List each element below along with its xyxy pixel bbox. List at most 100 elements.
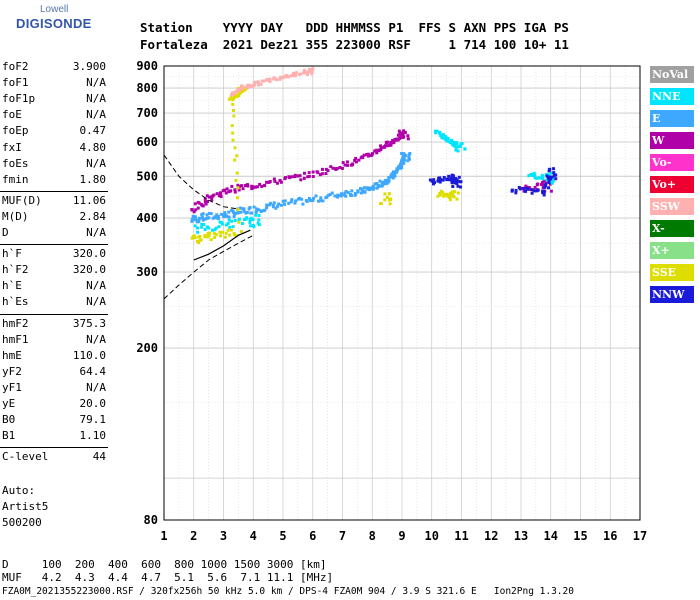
data-point [236, 196, 240, 200]
data-point [260, 184, 264, 188]
data-point [207, 234, 211, 238]
data-point [254, 185, 258, 189]
data-point [394, 170, 398, 174]
param-row: yE 20.0 [2, 397, 106, 411]
data-point [303, 171, 307, 175]
data-point [545, 174, 549, 178]
data-point [233, 146, 237, 150]
param-name: foEp [2, 124, 29, 138]
param-row: hmE 110.0 [2, 349, 106, 363]
data-point [346, 163, 350, 167]
data-point [307, 197, 311, 201]
data-point [240, 89, 244, 93]
param-row: yF1 N/A [2, 381, 106, 395]
param-value: N/A [86, 332, 106, 346]
param-value: 79.1 [79, 413, 107, 427]
y-tick-label: 700 [136, 106, 158, 120]
legend-item: NNE [650, 88, 694, 105]
data-point [363, 190, 367, 194]
data-point [236, 211, 240, 215]
autoscaler-version: 500200 [2, 516, 42, 529]
data-point [283, 202, 287, 206]
data-point [242, 207, 246, 211]
data-point [202, 223, 206, 227]
data-point [388, 198, 392, 202]
param-name: fxI [2, 140, 22, 154]
data-point [456, 184, 460, 188]
data-point [191, 235, 195, 239]
data-point [375, 151, 379, 155]
param-name: foEs [2, 156, 29, 170]
data-point [404, 154, 408, 158]
data-point [406, 134, 410, 138]
data-point [445, 139, 449, 143]
data-point [378, 179, 382, 183]
data-point [290, 198, 294, 202]
data-point [273, 179, 277, 183]
data-point [205, 213, 209, 217]
param-name: yF2 [2, 364, 22, 378]
data-point [224, 191, 228, 195]
data-point [344, 189, 348, 193]
data-point [238, 91, 242, 95]
data-point [311, 67, 315, 71]
data-point [259, 82, 263, 86]
data-point [268, 77, 272, 81]
data-point [246, 86, 250, 90]
param-value: N/A [86, 76, 106, 90]
legend-item: Vo+ [650, 176, 694, 193]
param-name: M(D) [2, 209, 29, 223]
data-point [401, 132, 405, 136]
data-point [536, 182, 540, 186]
data-point [312, 196, 316, 200]
data-point [281, 76, 285, 80]
data-point [548, 182, 552, 186]
data-point [274, 206, 278, 210]
data-point [448, 191, 452, 195]
data-point [338, 165, 342, 169]
data-point [250, 211, 254, 215]
data-point [243, 184, 247, 188]
data-point [381, 180, 385, 184]
data-point [439, 178, 443, 182]
data-point [453, 190, 457, 194]
legend-item: NNW [650, 286, 694, 303]
plot-frame [163, 65, 641, 521]
data-point [316, 171, 320, 175]
param-value: N/A [86, 295, 106, 309]
data-point [214, 216, 218, 220]
param-name: hmF2 [2, 316, 29, 330]
data-point [203, 197, 207, 201]
data-point [307, 171, 311, 175]
data-point [441, 178, 445, 182]
data-point [216, 214, 220, 218]
y-tick-label: 80 [144, 513, 158, 527]
data-point [389, 141, 393, 145]
data-point [527, 174, 531, 178]
data-point [442, 136, 446, 140]
data-point [235, 234, 239, 238]
data-point [205, 194, 209, 198]
data-point [203, 217, 207, 221]
legend-item: SSW [650, 198, 694, 215]
data-point [374, 148, 378, 152]
data-point [232, 108, 236, 112]
data-point [428, 178, 432, 182]
param-row: h`F2 320.0 [2, 263, 106, 277]
x-tick-label: 1 [160, 529, 167, 543]
data-point [381, 182, 385, 186]
param-value: 44 [92, 450, 106, 464]
data-point [193, 202, 197, 206]
data-point [532, 171, 536, 175]
data-point [442, 194, 446, 198]
data-point [236, 208, 240, 212]
data-point [432, 181, 436, 185]
data-point [191, 214, 195, 218]
data-point [389, 143, 393, 147]
data-point [268, 180, 272, 184]
data-point [388, 202, 392, 206]
data-point [403, 158, 407, 162]
data-point [446, 177, 450, 181]
data-point [350, 189, 354, 193]
data-point [234, 178, 238, 182]
